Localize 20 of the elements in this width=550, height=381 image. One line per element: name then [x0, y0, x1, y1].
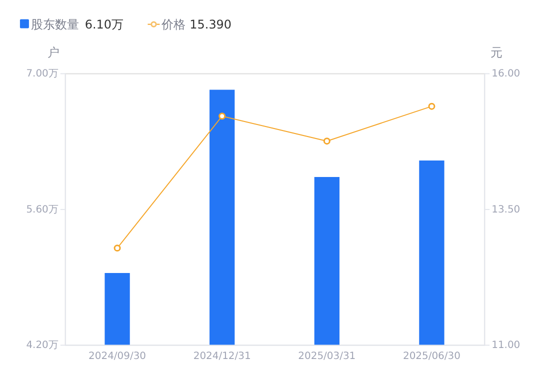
x-tick-label: 2024/12/31	[193, 351, 251, 362]
y-tick-label: 4.20万	[26, 340, 58, 352]
point	[428, 102, 436, 110]
legend-label: 价格	[160, 17, 186, 32]
y-tick-label: 7.00万	[26, 68, 58, 80]
y-tick-label: 5.60万	[26, 204, 58, 216]
x-tick-label: 2024/09/30	[88, 351, 146, 362]
y2-axis-title: 元	[490, 46, 503, 60]
x-tick-label: 2025/06/30	[402, 351, 460, 362]
y2-tick-label: 16.00	[492, 68, 520, 80]
y2-tick-label: 13.50	[492, 204, 520, 216]
point	[218, 112, 226, 120]
y-axis-title: 户	[47, 46, 60, 60]
legend-label: 股东数量	[30, 17, 79, 32]
point	[114, 244, 121, 252]
x-tick-label: 2025/03/31	[298, 351, 356, 362]
y2-tick-label: 11.00	[492, 340, 520, 352]
text: 6.10万	[84, 17, 124, 32]
text: 15.390	[190, 17, 232, 32]
point	[323, 138, 330, 145]
